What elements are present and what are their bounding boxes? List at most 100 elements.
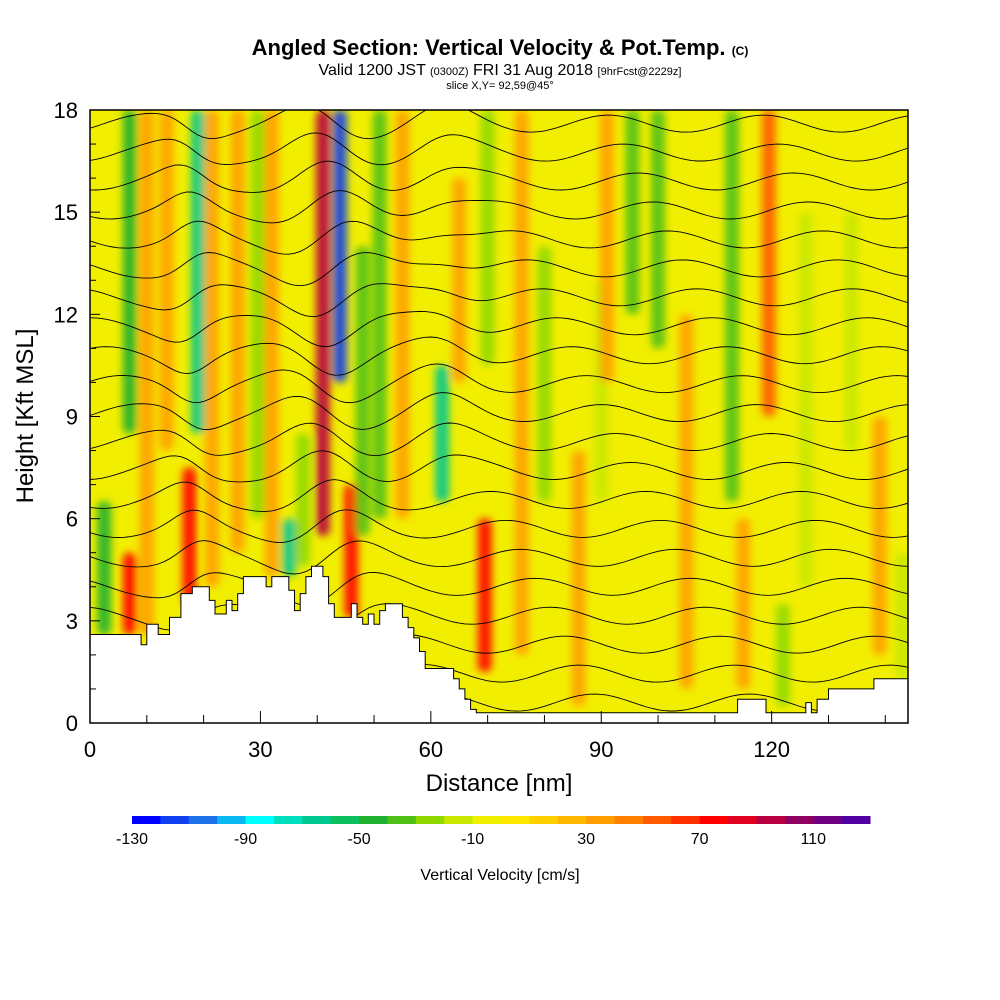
isentrope-13 (90, 311, 908, 347)
colorbar-title: Vertical Velocity [cm/s] (420, 867, 579, 884)
colorbar-swatch-6 (302, 816, 332, 824)
x-tick-label-0: 0 (84, 737, 96, 762)
colorbar-swatch-14 (529, 816, 559, 824)
isentrope-20 (90, 110, 908, 140)
colorbar-label-m90: -90 (234, 831, 257, 848)
velocity-band-15 (344, 484, 359, 618)
isentrope-18 (90, 160, 908, 193)
y-tick-label-9: 9 (66, 405, 78, 430)
velocity-band-14 (332, 110, 347, 383)
velocity-band-33 (761, 110, 776, 417)
velocity-band-3 (139, 110, 154, 635)
colorbar-swatch-13 (501, 816, 530, 824)
velocity-band-22 (480, 110, 495, 366)
x-axis-title: Distance [nm] (426, 770, 573, 797)
velocity-band-35 (798, 212, 813, 587)
x-axis: 0 30 60 90 120 (84, 711, 886, 762)
colorbar-swatch-5 (273, 816, 303, 824)
colorbar-swatch-21 (728, 816, 757, 824)
velocity-band-11 (281, 518, 296, 577)
colorbar-swatch-15 (557, 816, 587, 824)
colorbar-swatch-1 (160, 816, 190, 824)
velocity-band-36 (844, 212, 859, 451)
colorbar-swatch-4 (245, 816, 275, 824)
colorbar-swatch-25 (841, 816, 871, 824)
x-tick-label-60: 60 (419, 737, 443, 762)
colorbar-label-110: 110 (800, 831, 826, 848)
colorbar-swatch-9 (387, 816, 417, 824)
velocity-band-4 (159, 110, 174, 451)
colorbar-swatch-0 (132, 816, 161, 824)
velocity-band-13 (315, 110, 330, 536)
colorbar-swatch-22 (756, 816, 786, 824)
y-tick-label-3: 3 (66, 609, 78, 634)
isentrope-11 (90, 363, 908, 404)
x-tick-label-30: 30 (248, 737, 272, 762)
velocity-band-0 (97, 501, 112, 635)
chart-title: Angled Section: Vertical Velocity & Pot.… (251, 35, 749, 60)
colorbar-swatch-23 (784, 816, 814, 824)
isentrope-5 (90, 540, 908, 575)
terrain-polygon (89, 565, 909, 724)
velocity-band-23 (514, 110, 529, 655)
velocity-band-25 (571, 450, 586, 706)
y-axis-title: Height [Kft MSL] (12, 329, 39, 504)
velocity-band-17 (372, 110, 387, 519)
x-tick-label-120: 120 (753, 737, 790, 762)
colorbar-swatch-11 (444, 816, 474, 824)
velocity-band-9 (250, 110, 265, 519)
isentrope-6 (90, 509, 908, 543)
velocity-band-28 (625, 110, 640, 315)
velocity-band-20 (452, 178, 467, 383)
colorbar-swatch-7 (330, 816, 360, 824)
velocity-band-8 (230, 110, 245, 553)
x-tick-label-90: 90 (589, 737, 613, 762)
isentrope-10 (90, 392, 908, 430)
isentrope-8 (90, 450, 908, 483)
velocity-band-32 (736, 518, 751, 689)
y-tick-label-6: 6 (66, 507, 78, 532)
colorbar-label-m130: -130 (116, 831, 148, 848)
isentrope-19 (90, 132, 908, 166)
velocity-band-6 (190, 110, 205, 434)
colorbar-swatch-12 (472, 816, 502, 824)
isentrope-14 (90, 283, 908, 318)
colorbar-swatch-3 (217, 816, 247, 824)
isentrope-16 (90, 220, 908, 255)
colorbar-label-70: 70 (691, 831, 709, 848)
isentrope-15 (90, 252, 908, 287)
velocity-band-16 (355, 246, 370, 536)
velocity-band-24 (537, 246, 552, 502)
velocity-band-29 (651, 110, 666, 349)
y-tick-label-15: 15 (54, 200, 78, 225)
colorbar-swatch-20 (699, 816, 729, 824)
y-axis: 0 3 6 9 12 15 18 (54, 98, 100, 736)
velocity-band-34 (776, 603, 791, 706)
colorbar-swatch-17 (614, 816, 644, 824)
y-tick-label-12: 12 (54, 302, 78, 327)
velocity-band-30 (679, 314, 694, 689)
chart-subtitle: Valid 1200 JST (0300Z) FRI 31 Aug 2018 [… (318, 62, 682, 79)
velocity-band-19 (435, 365, 450, 502)
colorbar-swatch-16 (586, 816, 616, 824)
y-tick-label-0: 0 (66, 711, 78, 736)
terrain-mask (89, 565, 909, 724)
velocity-band-12 (296, 433, 311, 567)
colorbar: -130 -90 -50 -10 30 70 110 (116, 816, 871, 848)
colorbar-label-30: 30 (577, 831, 595, 848)
isentrope-12 (90, 336, 908, 376)
colorbar-swatch-10 (415, 816, 445, 824)
velocity-band-21 (477, 518, 492, 672)
chart-slice-info: slice X,Y= 92,59@45° (446, 80, 554, 92)
velocity-band-31 (724, 110, 739, 502)
colorbar-swatch-2 (188, 816, 218, 824)
colorbar-swatch-19 (671, 816, 701, 824)
colorbar-swatch-8 (359, 816, 388, 824)
y-tick-label-18: 18 (54, 98, 78, 123)
vertical-velocity-field (97, 110, 908, 706)
colorbar-label-m50: -50 (348, 831, 371, 848)
colorbar-label-m10: -10 (461, 831, 484, 848)
velocity-band-2 (122, 110, 137, 434)
velocity-band-38 (895, 552, 908, 679)
